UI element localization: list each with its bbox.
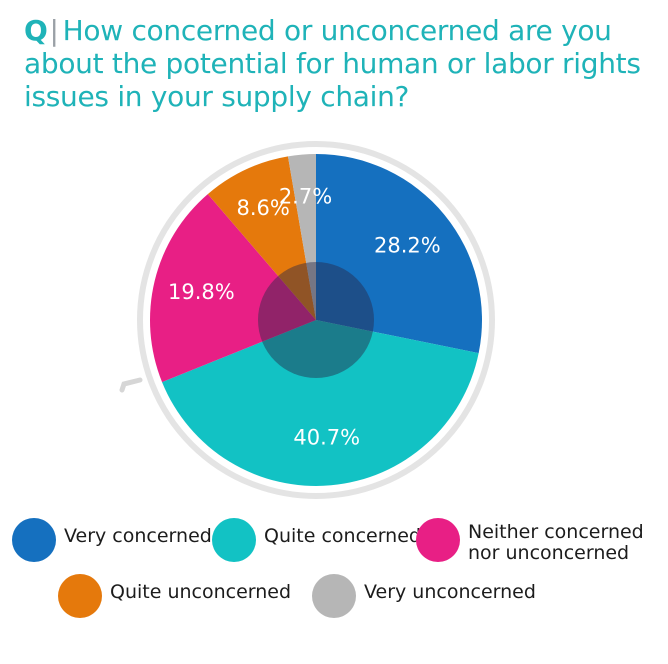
slice-labels: 28.2% 40.7% 19.8% 8.6%2.7%	[168, 184, 441, 449]
slice-quite-concerned	[162, 320, 479, 486]
legend-swatch	[12, 518, 56, 562]
slice-label-very-unconcerned: 2.7%	[279, 184, 332, 208]
slice-neither-concerned-nor-unconcerned	[150, 194, 316, 383]
outer-ring	[137, 141, 495, 499]
title-separator: |	[49, 14, 59, 47]
pie-slices	[150, 154, 482, 486]
legend-swatch	[212, 518, 256, 562]
legend-label: Very unconcerned	[364, 581, 536, 603]
legend-label-line-2: nor unconcerned	[468, 542, 630, 564]
slice-label-very-concerned: 28.2%	[374, 233, 441, 257]
ring-hook	[119, 377, 143, 393]
question-text: How concerned or unconcerned are you abo…	[24, 14, 641, 113]
legend-label: Quite unconcerned	[110, 581, 292, 603]
slice-label-quite-concerned: 40.7%	[293, 426, 360, 450]
legend-swatch	[58, 574, 102, 618]
pie-center	[258, 262, 374, 378]
legend-label: Very concerned	[64, 525, 212, 547]
legend-swatch	[416, 518, 460, 562]
pie-chart: 28.2% 40.7% 19.8% 8.6%2.7%	[119, 141, 495, 499]
chart-decoration	[119, 141, 495, 499]
slice-label-neither-concerned-nor-unconcerned: 19.8%	[168, 280, 235, 304]
question-marker: Q	[24, 14, 48, 47]
slice-very-unconcerned	[287, 154, 316, 320]
legend-label: Quite concerned	[264, 525, 421, 547]
legend-label-line-1: Neither concerned	[468, 521, 644, 543]
slice-label-quite-unconcerned: 8.6%	[237, 196, 290, 220]
slice-very-concerned	[316, 154, 482, 354]
chart-title: Q| How concerned or unconcerned are you a…	[24, 14, 644, 113]
slice-quite-unconcerned	[207, 156, 316, 320]
legend-label: Neither concerned nor unconcerned	[468, 522, 644, 564]
legend-swatch	[312, 574, 356, 618]
